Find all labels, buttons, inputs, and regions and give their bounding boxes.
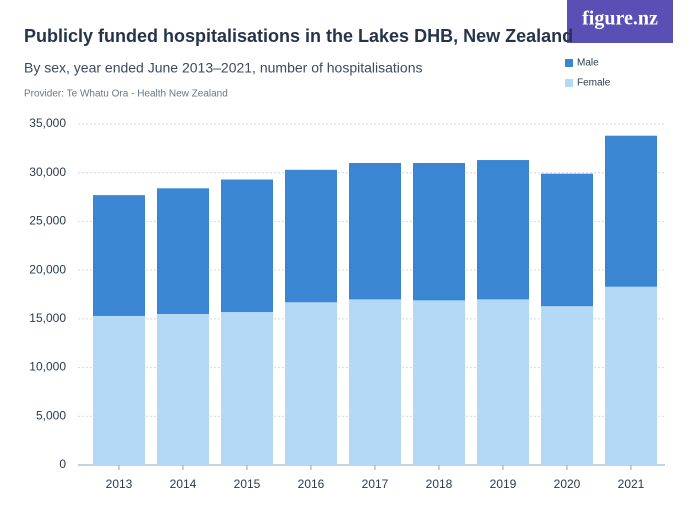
- bar-segment: [221, 312, 273, 465]
- logo-box: [567, 0, 673, 43]
- x-tick-label: 2016: [298, 477, 325, 491]
- y-tick-label: 10,000: [29, 360, 66, 374]
- bar-segment: [413, 300, 465, 465]
- bar-segment: [285, 302, 337, 465]
- bar-segment: [93, 195, 145, 316]
- bar-segment: [477, 160, 529, 300]
- x-tick-label: 2018: [426, 477, 453, 491]
- chart-title: Publicly funded hospitalisations in the …: [24, 26, 573, 46]
- x-tick-label: 2013: [106, 477, 133, 491]
- x-tick-label: 2015: [234, 477, 261, 491]
- x-tick-label: 2017: [362, 477, 389, 491]
- bar-segment: [541, 306, 593, 465]
- bar-segment: [477, 299, 529, 465]
- legend-label: Female: [577, 78, 611, 89]
- bar-segment: [221, 179, 273, 313]
- bar-segment: [605, 286, 657, 465]
- bar-segment: [93, 315, 145, 465]
- legend-swatch: [565, 79, 573, 87]
- x-tick-label: 2019: [490, 477, 517, 491]
- x-tick-label: 2020: [554, 477, 581, 491]
- chart-subtitle: By sex, year ended June 2013–2021, numbe…: [24, 60, 423, 76]
- logo: figure.nz: [582, 8, 658, 30]
- bar-segment: [157, 188, 209, 314]
- y-tick-label: 25,000: [29, 214, 66, 228]
- x-tick-label: 2014: [170, 477, 197, 491]
- bar-segment: [285, 169, 337, 303]
- bar-segment: [605, 135, 657, 287]
- x-tick-label: 2021: [618, 477, 645, 491]
- provider: Provider: Te Whatu Ora - Health New Zeal…: [24, 89, 228, 100]
- legend-label: Male: [577, 58, 599, 69]
- y-tick-label: 20,000: [29, 262, 66, 276]
- legend-swatch: [565, 59, 573, 67]
- y-tick-label: 30,000: [29, 165, 66, 179]
- bar-segment: [541, 173, 593, 307]
- bar-segment: [349, 162, 401, 300]
- y-tick-label: 5,000: [36, 408, 66, 422]
- y-tick-label: 0: [59, 457, 66, 471]
- y-tick-label: 35,000: [29, 116, 66, 130]
- bar-segment: [349, 299, 401, 465]
- bar-segment: [413, 162, 465, 301]
- y-tick-label: 15,000: [29, 311, 66, 325]
- bar-segment: [157, 313, 209, 465]
